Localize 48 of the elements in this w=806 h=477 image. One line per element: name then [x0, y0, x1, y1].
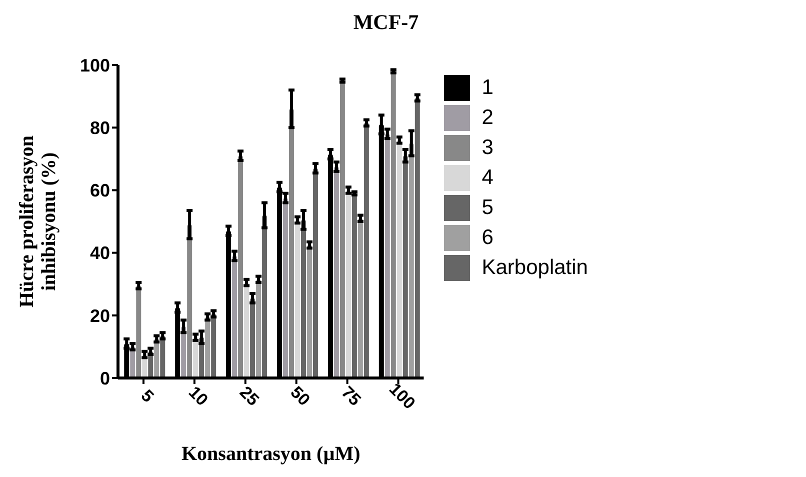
bar	[136, 286, 142, 378]
y-tick-label: 80	[90, 118, 110, 138]
y-tick-label: 40	[90, 243, 110, 264]
bar	[211, 314, 216, 378]
bar	[312, 168, 318, 378]
bar	[238, 156, 244, 378]
bar	[334, 166, 339, 378]
legend-label: 3	[482, 136, 494, 159]
bar	[364, 122, 369, 378]
x-tick-label: 25	[236, 382, 263, 410]
x-tick-label: 50	[286, 382, 314, 410]
chart-title: MCF-7	[352, 10, 420, 35]
y-tick-label: 0	[100, 368, 110, 388]
y-axis-title: Hücre proliferasyon inhibisyonu (%)	[16, 135, 60, 308]
bar	[262, 215, 268, 378]
legend-label: 4	[482, 166, 494, 189]
bar	[358, 218, 363, 378]
bar	[340, 80, 345, 378]
legend-label: 2	[482, 106, 494, 129]
bar	[244, 282, 250, 378]
bar	[288, 108, 294, 378]
bar	[306, 244, 312, 378]
legend-label: Karboplatin	[482, 256, 588, 279]
x-tick-label: 10	[184, 382, 212, 410]
bar	[300, 220, 306, 378]
bar	[346, 190, 351, 378]
y-tick-label: 100	[80, 55, 110, 76]
y-tick-label: 60	[90, 180, 110, 201]
bar	[384, 134, 390, 378]
bar	[250, 298, 256, 378]
bar	[187, 224, 192, 378]
y-tick-label: 20	[90, 306, 110, 326]
bar	[256, 279, 262, 378]
bar	[232, 256, 238, 378]
bar	[294, 220, 300, 378]
bar	[408, 143, 414, 378]
legend-label: 1	[482, 76, 494, 99]
legend-label: 6	[482, 226, 494, 249]
bar	[205, 316, 210, 378]
bar	[402, 156, 408, 378]
x-tick-label: 5	[137, 386, 158, 406]
bar	[414, 98, 420, 378]
legend-label: 5	[482, 196, 494, 219]
x-tick-label: 75	[338, 382, 365, 410]
x-axis-title: Konsantrasyon (µM)	[182, 443, 360, 465]
bar	[396, 140, 402, 378]
x-tick-label: 100	[385, 379, 419, 413]
bar	[282, 198, 288, 378]
